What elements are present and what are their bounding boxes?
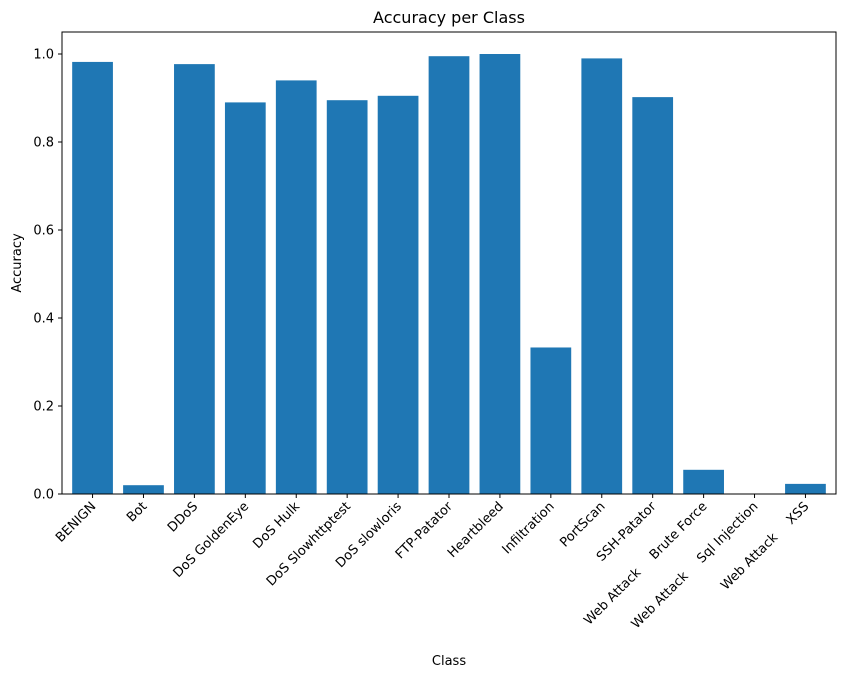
- y-tick-label: 1.0: [33, 48, 54, 63]
- bar-5: [326, 100, 368, 494]
- bar-8: [479, 54, 521, 494]
- bar-1: [123, 485, 164, 494]
- bar-10: [581, 58, 623, 495]
- x-tick-label: Bot: [124, 499, 150, 525]
- x-tick-label: BENIGN: [53, 499, 99, 545]
- y-axis-label: Accuracy: [10, 233, 25, 293]
- y-tick-label: 0.4: [33, 312, 54, 327]
- y-tick-label: 0.0: [33, 488, 54, 503]
- x-tick-label: Web Attack  XSS: [718, 499, 812, 593]
- x-tick-label: Infiltration: [500, 499, 558, 557]
- bar-9: [530, 347, 572, 494]
- bar-11: [632, 97, 674, 495]
- bar-14: [785, 483, 826, 494]
- plot-frame: [61, 31, 837, 495]
- x-tick-label: DDoS: [165, 499, 201, 535]
- bar-0: [72, 61, 113, 495]
- y-tick-label: 0.2: [33, 400, 54, 415]
- y-tick-label: 0.6: [33, 224, 54, 239]
- y-axis-ticks: 0.0 0.2 0.4 0.6 0.8 1.0: [33, 48, 62, 503]
- chart-title: Accuracy per Class: [373, 8, 525, 27]
- x-tick-label: DoS Hulk: [250, 499, 303, 552]
- bar-12: [683, 469, 724, 494]
- bar-2: [174, 64, 215, 495]
- y-tick-label: 0.8: [33, 136, 54, 151]
- x-tick-label: PortScan: [557, 499, 608, 550]
- bar-7: [428, 56, 470, 494]
- bars-layer: [72, 54, 826, 495]
- x-axis-label: Class: [432, 654, 466, 669]
- x-tick-label: DoS Slowhttptest: [264, 499, 354, 589]
- bar-3: [224, 102, 266, 495]
- bar-6: [377, 95, 419, 495]
- bar-4: [275, 80, 317, 495]
